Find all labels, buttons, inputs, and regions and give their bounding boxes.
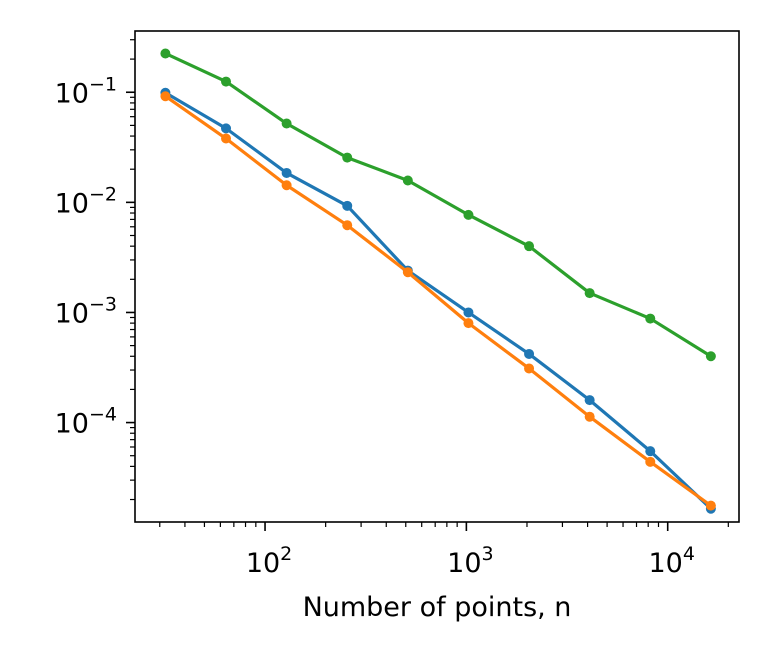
data-point <box>160 91 171 102</box>
series-line <box>164 91 712 510</box>
data-point <box>645 456 656 467</box>
data-point <box>705 500 716 511</box>
data-point <box>342 200 353 211</box>
data-point <box>160 48 171 59</box>
data-point <box>645 446 656 457</box>
data-point <box>584 411 595 422</box>
data-point <box>524 348 535 359</box>
series-3 <box>160 48 716 362</box>
data-point <box>645 313 656 324</box>
data-point <box>463 318 474 329</box>
data-point <box>402 267 413 278</box>
tick-label: 10−4 <box>55 404 117 440</box>
data-point <box>221 76 232 87</box>
series-2 <box>160 91 716 511</box>
data-point <box>402 175 413 186</box>
tick-label: 102 <box>246 543 292 579</box>
series-layer <box>160 48 716 514</box>
data-point <box>342 152 353 163</box>
tick-label: 103 <box>447 543 493 579</box>
data-point <box>221 133 232 144</box>
data-point <box>524 241 535 252</box>
data-point <box>281 180 292 191</box>
data-point <box>463 307 474 318</box>
data-point <box>221 123 232 134</box>
data-point <box>705 351 716 362</box>
x-axis-label: Number of points, n <box>303 592 572 623</box>
tick-label: 10−1 <box>55 73 117 109</box>
tick-labels: 102 103 104 10−1 10−2 10−3 10−4 <box>55 73 695 579</box>
tick-label: 104 <box>648 543 694 579</box>
data-point <box>281 118 292 129</box>
tick-label: 10−2 <box>55 183 117 219</box>
data-point <box>584 288 595 299</box>
major-ticks <box>126 91 669 531</box>
series-line <box>164 94 712 507</box>
tick-label: 10−3 <box>55 293 117 329</box>
data-point <box>342 220 353 231</box>
series-line <box>164 52 712 358</box>
minor-ticks <box>130 39 729 527</box>
plot-frame <box>134 30 740 523</box>
data-point <box>281 167 292 178</box>
data-point <box>463 209 474 220</box>
data-point <box>584 395 595 406</box>
data-point <box>524 363 535 374</box>
